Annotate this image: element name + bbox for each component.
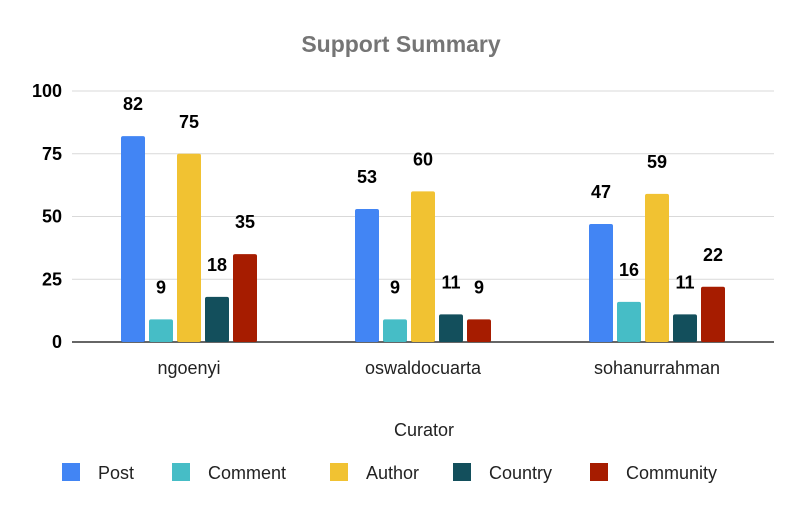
data-label: 11 xyxy=(675,272,694,292)
legend-swatch-post xyxy=(62,463,80,481)
data-label: 22 xyxy=(703,245,723,265)
bar-comment-ngoenyi xyxy=(149,319,173,342)
data-label: 75 xyxy=(179,112,199,132)
x-tick-label: oswaldocuarta xyxy=(365,358,482,378)
data-label: 47 xyxy=(591,182,611,202)
legend-label-community: Community xyxy=(626,463,717,483)
y-tick-label: 75 xyxy=(42,144,62,164)
data-label: 60 xyxy=(413,149,433,169)
bars xyxy=(121,136,725,342)
y-tick-label: 100 xyxy=(32,81,62,101)
y-tick-label: 25 xyxy=(42,269,62,289)
x-tick-label: ngoenyi xyxy=(157,358,220,378)
bar-community-sohanurrahman xyxy=(701,286,725,342)
data-label: 35 xyxy=(235,212,255,232)
legend-label-comment: Comment xyxy=(208,463,286,483)
data-label: 9 xyxy=(474,277,484,297)
data-label: 53 xyxy=(357,167,377,187)
bar-comment-oswaldocuarta xyxy=(383,319,407,342)
data-labels: 82 9 75 18 35 53 9 60 11 9 47 16 59 11 22 xyxy=(123,94,723,297)
legend-swatch-comment xyxy=(172,463,190,481)
data-label: 18 xyxy=(207,255,227,275)
bar-country-ngoenyi xyxy=(205,296,229,342)
legend: Post Comment Author Country Community xyxy=(62,463,717,483)
bar-post-ngoenyi xyxy=(121,136,145,342)
bar-post-sohanurrahman xyxy=(589,224,613,342)
data-label: 9 xyxy=(156,277,166,297)
y-tick-label: 0 xyxy=(52,332,62,352)
legend-label-country: Country xyxy=(489,463,552,483)
y-axis-ticks: 0 25 50 75 100 xyxy=(32,81,62,352)
data-label: 9 xyxy=(390,277,400,297)
legend-swatch-author xyxy=(330,463,348,481)
legend-swatch-community xyxy=(590,463,608,481)
bar-author-sohanurrahman xyxy=(645,193,669,342)
bar-author-oswaldocuarta xyxy=(411,191,435,342)
chart-title: Support Summary xyxy=(301,31,501,57)
data-label: 16 xyxy=(619,260,639,280)
bar-community-oswaldocuarta xyxy=(467,319,491,342)
bar-comment-sohanurrahman xyxy=(617,301,641,342)
legend-label-author: Author xyxy=(366,463,419,483)
bar-country-sohanurrahman xyxy=(673,314,697,342)
bar-author-ngoenyi xyxy=(177,153,201,342)
x-axis-ticks: ngoenyi oswaldocuarta sohanurrahman xyxy=(157,358,720,378)
legend-label-post: Post xyxy=(98,463,134,483)
x-tick-label: sohanurrahman xyxy=(594,358,720,378)
data-label: 59 xyxy=(647,152,667,172)
data-label: 82 xyxy=(123,94,143,114)
data-label: 11 xyxy=(441,272,460,292)
bar-country-oswaldocuarta xyxy=(439,314,463,342)
x-axis-label: Curator xyxy=(394,420,454,440)
bar-post-oswaldocuarta xyxy=(355,208,379,342)
y-tick-label: 50 xyxy=(42,207,62,227)
legend-swatch-country xyxy=(453,463,471,481)
bar-community-ngoenyi xyxy=(233,254,257,342)
